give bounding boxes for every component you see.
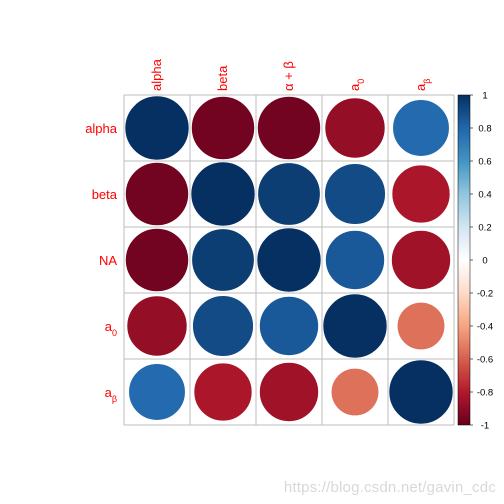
correlation-circle	[193, 362, 253, 422]
column-label: alpha	[149, 58, 164, 91]
row-label: aβ	[105, 385, 117, 404]
correlation-circle	[257, 96, 321, 160]
correlation-circle	[391, 164, 451, 224]
colorbar	[457, 94, 471, 426]
colorbar-tick-label: -0.6	[477, 355, 493, 366]
colorbar-tick-label: 0.4	[478, 190, 491, 201]
colorbar-tick-label: 0	[482, 256, 487, 267]
colorbar-tick-label: 0.8	[478, 124, 491, 135]
row-labels: alpha beta NA a0 aβ	[85, 121, 118, 404]
correlation-circle	[324, 163, 386, 225]
column-labels: alpha beta α + β a0 aβ	[149, 58, 432, 91]
colorbar-tick-label: -0.2	[477, 289, 493, 300]
correlation-circle	[125, 162, 189, 226]
column-label: beta	[215, 65, 230, 91]
correlation-circle	[324, 97, 386, 159]
colorbar-tick-label: 0.6	[478, 157, 491, 168]
row-label: beta	[92, 187, 118, 202]
correlation-circle	[124, 95, 190, 161]
correlation-circle	[325, 230, 385, 290]
correlation-circle	[330, 367, 380, 417]
correlation-circle	[392, 99, 450, 157]
colorbar-tick-label: 0.2	[478, 223, 491, 234]
column-label: aβ	[413, 79, 432, 91]
correlation-circle	[259, 362, 319, 422]
correlation-circle	[396, 301, 446, 351]
correlation-circle	[256, 227, 322, 293]
colorbar-tick-label: -1	[481, 421, 489, 432]
correlation-circle	[191, 96, 255, 160]
watermark: https://blog.csdn.net/gavin_cdc	[283, 479, 496, 496]
correlation-circle	[322, 293, 388, 359]
row-label: a0	[105, 319, 117, 338]
column-label: α + β	[281, 61, 296, 91]
correlation-circle	[126, 295, 188, 357]
colorbar-tick-label: 1	[482, 91, 487, 102]
colorbar-tick-label: -0.4	[477, 322, 493, 333]
correlation-circle	[259, 296, 319, 356]
correlation-circle	[190, 161, 256, 227]
column-label: a0	[347, 79, 366, 91]
correlation-grid	[123, 94, 455, 426]
colorbar-tick-label: -0.8	[477, 388, 493, 399]
correlation-circle	[191, 228, 255, 292]
color-legend: 1 0.8 0.6 0.4 0.2 0 -0.2 -0.4 -0.6 -0.8 -1	[457, 91, 493, 432]
correlation-circle	[192, 295, 254, 357]
correlation-circle	[388, 359, 454, 425]
correlation-circle	[128, 363, 186, 421]
correlation-circle	[391, 230, 451, 290]
row-label: alpha	[85, 121, 118, 136]
correlation-circles	[124, 95, 454, 425]
correlation-circle	[125, 228, 189, 292]
correlation-circle	[257, 162, 321, 226]
row-label: NA	[99, 253, 117, 268]
